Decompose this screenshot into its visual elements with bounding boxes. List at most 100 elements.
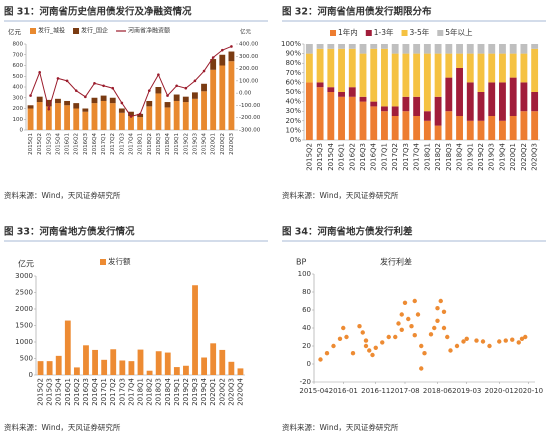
x-tick-label: 2016Q4	[370, 142, 378, 170]
y-tick-label: 40%	[285, 98, 301, 106]
y2-tick-label: -300.00	[239, 128, 261, 134]
bar	[466, 120, 474, 140]
scatter-point	[380, 340, 385, 345]
bar	[201, 83, 207, 92]
y-tick-label: 1000	[15, 338, 33, 346]
x-tick-label: 2016Q1	[64, 378, 72, 406]
x-tick-label: 2020Q2	[218, 378, 226, 406]
bar	[348, 87, 356, 97]
bar	[46, 361, 53, 375]
bar	[36, 96, 43, 103]
x-tick-label: 2017Q3	[119, 133, 125, 155]
bar	[316, 48, 324, 83]
bar	[338, 44, 345, 49]
y-tick-label: 700	[13, 52, 24, 58]
scatter-point	[422, 351, 427, 356]
bar	[338, 48, 345, 92]
bar	[499, 82, 506, 121]
bar	[423, 53, 431, 112]
x-tick-label: 2019Q1	[174, 133, 180, 155]
bar	[370, 48, 378, 102]
y-tick-label: 60%	[285, 78, 301, 86]
y-tick-label: 0%	[290, 136, 301, 144]
bar	[219, 349, 226, 375]
x-tick-label: 2019Q1	[466, 143, 474, 171]
bar	[45, 99, 52, 107]
bar	[155, 93, 162, 130]
y-tick-label: 100%	[281, 40, 301, 48]
bar	[391, 106, 399, 116]
line-point	[184, 86, 188, 90]
bar	[228, 61, 235, 131]
bar	[82, 108, 89, 112]
legend-swatch	[100, 259, 106, 265]
legend-label: 发行额	[108, 256, 131, 266]
bar	[128, 361, 135, 375]
bar	[64, 320, 71, 375]
scatter-point	[367, 348, 372, 353]
x-tick-label: 2018-06	[423, 387, 453, 395]
bar	[413, 44, 421, 54]
y-tick-label: 100	[298, 270, 311, 278]
x-tick-label: 2020Q1	[209, 378, 217, 406]
bar	[92, 349, 98, 375]
panel-title: 图 32：河南省信用债发行期限分布	[282, 6, 432, 18]
scatter-point	[419, 343, 424, 349]
y-tick-label: 60	[302, 306, 311, 314]
scatter-point	[435, 318, 440, 323]
line-point	[93, 82, 96, 85]
source-note: 资料来源：Wind，天风证券研究所	[282, 422, 399, 432]
scatter-point	[341, 325, 346, 331]
bar	[391, 53, 399, 107]
line-point	[157, 73, 160, 77]
scatter-point	[419, 366, 424, 371]
scatter-point	[357, 324, 362, 329]
bar	[73, 103, 80, 109]
x-tick-label: 2016Q3	[82, 378, 90, 406]
bar	[82, 111, 89, 130]
bar	[456, 53, 463, 68]
x-tick-label: 2018Q2	[434, 143, 442, 171]
scatter-point	[386, 334, 391, 340]
y-tick-label: 0	[20, 128, 24, 134]
bar	[423, 111, 431, 121]
line-point	[147, 89, 151, 92]
x-tick-label: 2017Q4	[127, 377, 135, 405]
x-tick-label: 2020Q2	[520, 143, 528, 171]
line-point	[65, 79, 69, 83]
panel-title: 图 34：河南省地方债发行利差	[282, 226, 413, 238]
bar	[445, 77, 453, 112]
bar	[228, 51, 235, 62]
x-tick-label: 2018Q3	[156, 133, 162, 155]
bar	[402, 96, 410, 112]
bar	[173, 100, 180, 130]
bar	[531, 48, 539, 92]
x-tick-label: 2020Q1	[211, 133, 217, 155]
x-tick-label: 2018Q3	[155, 378, 163, 406]
bar	[359, 44, 367, 54]
x-tick-label: 2015Q4	[327, 142, 335, 170]
bar	[370, 101, 378, 107]
scatter-point	[406, 316, 411, 322]
scatter-point	[324, 351, 330, 356]
y2-tick-label: 200.00	[239, 66, 259, 72]
bar	[434, 125, 442, 140]
bar	[520, 82, 528, 112]
bar	[531, 111, 539, 140]
bar	[83, 345, 89, 375]
bar	[327, 48, 335, 88]
x-tick-label: 2020Q3	[227, 378, 235, 406]
x-tick-label: 2017Q3	[402, 143, 410, 171]
line-point	[193, 79, 197, 83]
scatter-point	[399, 327, 404, 332]
bar	[109, 97, 116, 104]
bar	[73, 108, 80, 130]
panel-title: 图 33：河南省地方债发行情况	[4, 226, 135, 238]
scatter-point	[412, 298, 417, 304]
bar	[445, 111, 453, 140]
x-tick-label: 2017Q2	[391, 143, 399, 171]
scatter-point	[409, 324, 414, 329]
scatter-point	[441, 309, 447, 314]
bar	[164, 352, 171, 375]
x-tick-label: 2016Q3	[83, 133, 89, 155]
